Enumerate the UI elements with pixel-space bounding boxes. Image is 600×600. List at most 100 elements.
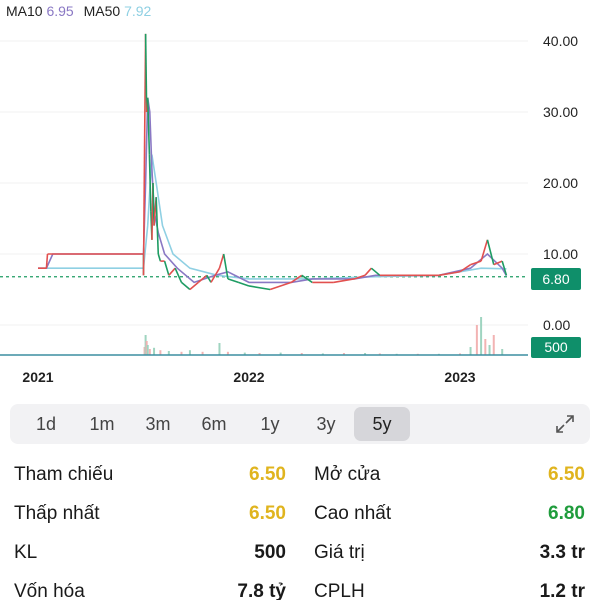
stat-kl: KL 500 <box>0 542 300 564</box>
stat-value: 500 <box>254 541 286 563</box>
stat-value: 6.50 <box>548 463 585 485</box>
ma50-label: MA50 <box>83 3 121 19</box>
expand-icon[interactable] <box>548 407 582 441</box>
stat-gia-tri: Giá trị 3.3 tr <box>300 542 600 564</box>
price-segment <box>227 278 239 284</box>
stats-row: Vốn hóa 7.8 tỷ CPLH 1.2 tr <box>0 572 600 600</box>
price-badge-bg <box>531 268 581 290</box>
stat-label: Cao nhất <box>314 502 392 524</box>
volume-bar <box>459 353 461 355</box>
price-segment <box>370 267 381 276</box>
period-1y[interactable]: 1y <box>260 413 280 434</box>
price-segment <box>486 239 495 265</box>
price-segment <box>222 253 229 279</box>
stat-label: Mở cửa <box>314 463 381 485</box>
ma10-label: MA10 <box>6 3 43 19</box>
price-segment <box>146 97 151 155</box>
ma50-line <box>38 154 507 280</box>
stat-value: 1.2 tr <box>539 580 585 600</box>
price-segment <box>189 281 199 291</box>
stat-value: 3.3 tr <box>539 541 585 563</box>
volume-bar <box>279 352 282 355</box>
stat-mo-cua: Mở cửa 6.50 <box>300 464 600 486</box>
period-5y[interactable]: 5y <box>354 407 410 441</box>
price-segment <box>354 274 366 280</box>
volume-bar <box>143 347 146 355</box>
volume-bar <box>159 350 162 355</box>
volume-bar <box>218 343 221 355</box>
period-1d[interactable]: 1d <box>35 413 57 434</box>
volume-bar <box>258 353 261 355</box>
price-segment <box>480 239 489 262</box>
stat-label: CPLH <box>314 580 365 600</box>
volume-bar <box>501 349 504 355</box>
volume-bar <box>364 353 367 355</box>
y-tick-label: 0.00 <box>543 317 570 333</box>
stat-value: 6.50 <box>249 463 286 485</box>
stat-label: KL <box>14 541 38 563</box>
volume-bar <box>484 339 487 355</box>
price-segment <box>364 267 372 276</box>
volume-badge-text: 500 <box>544 339 568 355</box>
stat-label: Tham chiếu <box>14 463 114 485</box>
y-tick-label: 10.00 <box>543 246 578 262</box>
stats-row: KL 500 Giá trị 3.3 tr <box>0 533 600 572</box>
stat-label: Vốn hóa <box>14 580 85 600</box>
price-segment <box>148 154 152 212</box>
price-segment <box>174 267 183 283</box>
price-segment <box>493 260 503 266</box>
price-segment <box>155 197 160 255</box>
volume-bar <box>153 347 156 355</box>
price-segment <box>248 285 271 291</box>
price-badge: 6.80 <box>531 268 581 290</box>
price-segment <box>157 253 162 262</box>
x-axis-ticks: 20212022202320242025 <box>22 369 475 385</box>
volume-bar <box>144 335 147 355</box>
volume-bar <box>167 351 170 355</box>
price-segment <box>163 260 170 276</box>
price-segment <box>45 253 49 269</box>
price-segment <box>470 260 482 266</box>
price-segment <box>144 33 148 113</box>
period-3m[interactable]: 3m <box>145 413 171 434</box>
price-segment <box>290 274 303 284</box>
stat-value: 7.8 tỷ <box>237 580 286 600</box>
price-segment <box>142 147 146 276</box>
stat-value: 6.50 <box>249 502 286 524</box>
x-tick-label: 2022 <box>233 369 264 385</box>
price-segment <box>210 267 221 283</box>
price-segment <box>168 267 176 276</box>
price-segment <box>301 274 313 284</box>
price-candles <box>38 33 508 291</box>
volume-bars <box>143 317 504 355</box>
volume-bar <box>378 353 381 355</box>
volume-bar <box>492 335 495 355</box>
period-1m[interactable]: 1m <box>89 413 115 434</box>
stat-thap-nhat: Thấp nhất 6.50 <box>0 503 300 525</box>
volume-bar <box>226 351 229 355</box>
period-6m[interactable]: 6m <box>201 413 227 434</box>
period-selector: 1d 1m 3m 6m 1y 3y 5y <box>10 404 590 444</box>
x-tick-label: 2021 <box>22 369 53 385</box>
volume-bar <box>243 352 246 355</box>
volume-bar <box>148 349 151 355</box>
stat-tham-chieu: Tham chiếu 6.50 <box>0 464 300 486</box>
y-tick-label: 40.00 <box>543 33 578 49</box>
stat-value: 6.80 <box>548 502 585 524</box>
price-segment <box>180 281 191 291</box>
price-segment <box>269 281 292 291</box>
price-segment <box>501 260 508 276</box>
price-segment <box>238 281 250 287</box>
volume-bar <box>188 350 191 355</box>
volume-bar <box>146 345 149 355</box>
price-segment <box>333 278 355 284</box>
stat-von-hoa: Vốn hóa 7.8 tỷ <box>0 581 300 600</box>
stat-label: Thấp nhất <box>14 502 100 524</box>
stat-cplh: CPLH 1.2 tr <box>300 581 600 600</box>
stats-row: Tham chiếu 6.50 Mở cửa 6.50 <box>0 455 600 494</box>
stat-cao-nhat: Cao nhất 6.80 <box>300 503 600 525</box>
price-badge-text: 6.80 <box>542 271 569 287</box>
volume-bar <box>488 345 491 355</box>
period-3y[interactable]: 3y <box>316 413 336 434</box>
